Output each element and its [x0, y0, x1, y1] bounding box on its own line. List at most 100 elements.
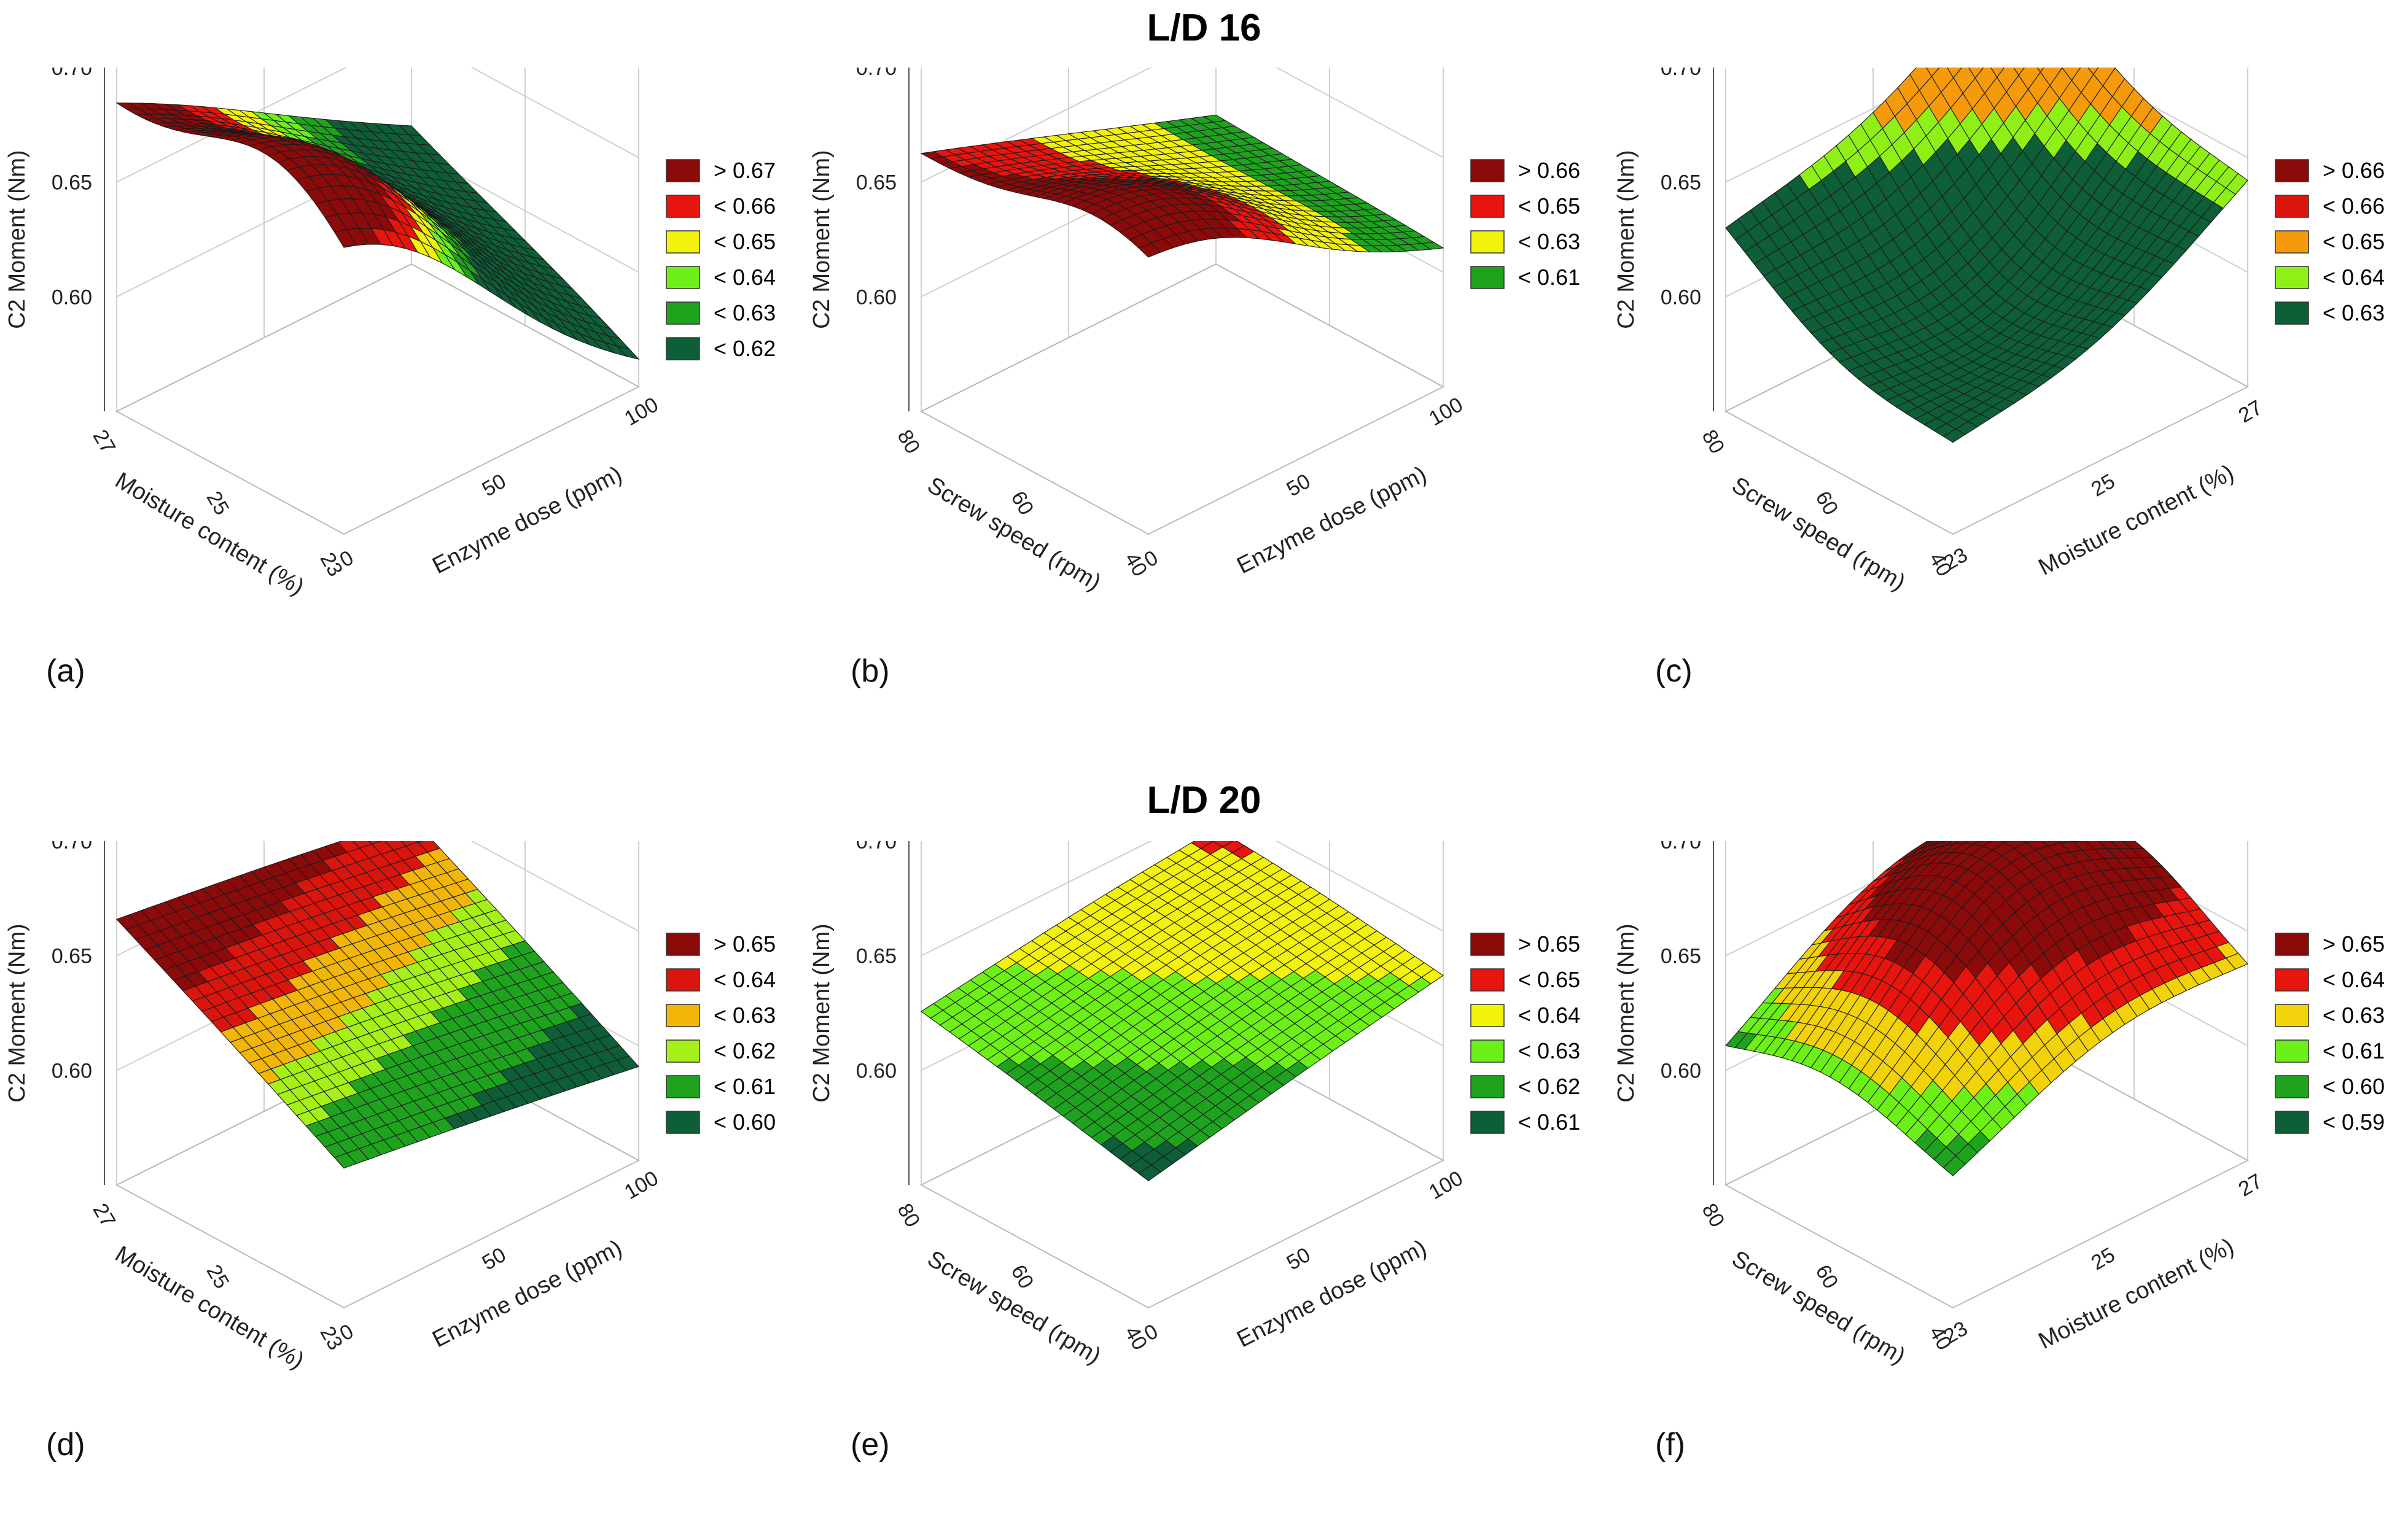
legend-label: < 0.62: [714, 1038, 776, 1063]
z-tick-label: 0.70: [856, 68, 897, 80]
legend-label: < 0.63: [2323, 1003, 2385, 1028]
legend-swatch: [2275, 1040, 2309, 1062]
legend-label: < 0.66: [714, 193, 776, 219]
z-tick-label: 0.60: [52, 1059, 92, 1082]
legend: > 0.65< 0.64< 0.63< 0.61< 0.60< 0.59: [2275, 931, 2385, 1135]
right-tick-label: 100: [1425, 1167, 1467, 1204]
legend-swatch: [666, 195, 699, 217]
right-tick-label: 25: [2087, 1243, 2119, 1275]
legend-swatch: [1471, 195, 1504, 217]
right-axis-label: Enzyme dose (ppm): [429, 1235, 626, 1353]
legend-label: < 0.61: [2323, 1038, 2385, 1063]
legend-swatch: [1471, 266, 1504, 289]
left-tick-label: 80: [893, 1200, 925, 1232]
surface-mesh: [1726, 841, 2248, 1176]
legend-label: < 0.63: [1518, 1038, 1580, 1063]
legend: > 0.66 < 0.65 < 0.63 < 0.61: [1471, 158, 1580, 290]
z-tick-label: 0.65: [52, 945, 92, 968]
z-tick-label: 0.70: [52, 68, 92, 80]
left-tick-label: 80: [893, 426, 925, 458]
left-tick-label: 60: [1811, 487, 1843, 519]
legend-swatch: [666, 302, 699, 324]
legend-swatch: [2275, 160, 2309, 182]
right-axis-label: Enzyme dose (ppm): [1233, 461, 1431, 579]
left-tick-label: 80: [1697, 426, 1729, 458]
right-tick-label: 25: [2087, 470, 2119, 502]
z-axis-label: C2 Moment (Nm): [809, 150, 835, 328]
legend-swatch: [1471, 160, 1504, 182]
surface-mesh: [117, 841, 639, 1168]
z-tick-label: 0.65: [1661, 171, 1701, 195]
z-tick-label: 0.60: [52, 285, 92, 309]
legend-label: > 0.65: [2323, 931, 2385, 957]
legend-label: < 0.61: [1518, 265, 1580, 290]
legend-swatch: [1471, 1040, 1504, 1062]
right-axis-label: Enzyme dose (ppm): [429, 461, 626, 579]
right-axis-label: Enzyme dose (ppm): [1233, 1235, 1431, 1353]
legend-swatch: [1471, 933, 1504, 955]
legend: > 0.65< 0.64< 0.63< 0.62< 0.61< 0.60: [666, 931, 776, 1135]
surface-mesh: [921, 115, 1443, 257]
left-tick-label: 25: [202, 1261, 234, 1293]
left-tick-label: 25: [202, 487, 234, 519]
right-tick-label: 50: [478, 470, 510, 502]
legend-label: < 0.60: [2323, 1074, 2385, 1099]
z-axis-label: C2 Moment (Nm): [4, 150, 30, 328]
surface-mesh: [117, 103, 639, 359]
legend-label: < 0.64: [2323, 265, 2385, 290]
legend-label: < 0.65: [1518, 193, 1580, 219]
right-tick-label: 50: [478, 1243, 510, 1275]
z-axis-label: C2 Moment (Nm): [4, 923, 30, 1102]
legend-label: < 0.63: [714, 1003, 776, 1028]
panel-letter: (a): [46, 653, 85, 689]
z-tick-label: 0.65: [1661, 945, 1701, 968]
legend-swatch: [2275, 266, 2309, 289]
legend-label: > 0.66: [1518, 158, 1580, 183]
z-axis-label: C2 Moment (Nm): [1613, 150, 1639, 328]
legend-label: > 0.67: [714, 158, 776, 183]
panel-letter: (d): [46, 1427, 85, 1462]
left-axis-label: Screw speed (rpm): [923, 1246, 1105, 1369]
legend-label: < 0.63: [1518, 229, 1580, 254]
right-tick-label: 50: [1283, 470, 1315, 502]
legend-swatch: [2275, 231, 2309, 253]
right-tick-label: 100: [620, 1167, 662, 1204]
legend-swatch: [666, 231, 699, 253]
legend-swatch: [666, 1040, 699, 1062]
legend-label: < 0.62: [1518, 1074, 1580, 1099]
row-title-ld16: L/D 16: [0, 6, 2408, 50]
legend-swatch: [2275, 1004, 2309, 1027]
legend-label: < 0.61: [714, 1074, 776, 1099]
right-tick-label: 100: [620, 393, 662, 430]
panel-letter: (b): [851, 653, 890, 689]
z-axis-label: C2 Moment (Nm): [1613, 923, 1639, 1102]
left-axis-label: Screw speed (rpm): [1728, 472, 1910, 596]
legend-swatch: [1471, 1111, 1504, 1133]
legend-label: < 0.62: [714, 336, 776, 361]
legend-swatch: [2275, 302, 2309, 324]
legend-swatch: [666, 969, 699, 991]
legend-swatch: [666, 266, 699, 289]
legend-swatch: [666, 1076, 699, 1098]
legend-swatch: [666, 933, 699, 955]
panel-letter: (f): [1655, 1427, 1685, 1462]
legend-label: < 0.65: [2323, 229, 2385, 254]
right-tick-label: 27: [2235, 396, 2267, 428]
legend-label: < 0.59: [2323, 1109, 2385, 1135]
legend-label: < 0.64: [714, 967, 776, 992]
legend-label: < 0.64: [714, 265, 776, 290]
row-title-ld20: L/D 20: [0, 779, 2408, 822]
legend-swatch: [666, 1004, 699, 1027]
left-tick-label: 27: [88, 426, 120, 458]
legend-swatch: [2275, 1111, 2309, 1133]
